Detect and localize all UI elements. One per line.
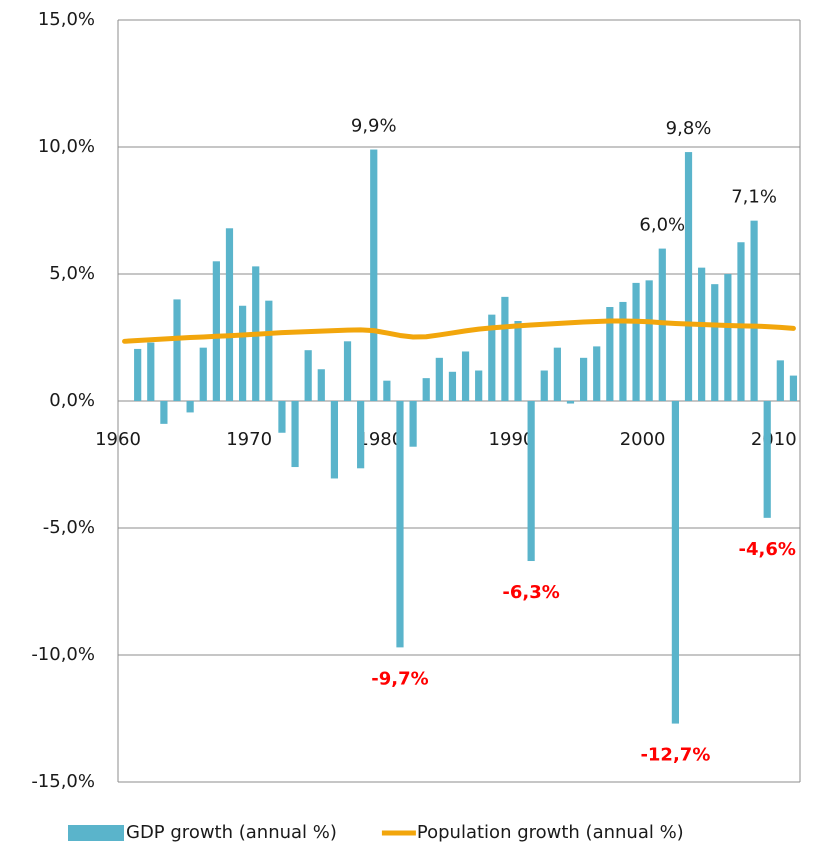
y-tick-label: 10,0% (38, 136, 95, 157)
bar (632, 282, 640, 401)
bar (291, 401, 299, 468)
bar (698, 267, 706, 401)
bar (422, 378, 430, 401)
bar (514, 320, 522, 401)
bar (606, 307, 614, 401)
bar (711, 284, 719, 401)
bar (265, 300, 273, 401)
data-label: -9,7% (371, 668, 428, 689)
bar (199, 347, 207, 401)
bar (409, 401, 417, 447)
bar (566, 401, 575, 404)
bar (724, 274, 732, 401)
bar (540, 370, 548, 401)
legend-label: GDP growth (annual %) (126, 822, 337, 843)
bar (238, 305, 247, 401)
bar (593, 346, 601, 401)
bar (330, 401, 339, 479)
data-label: 6,0% (639, 215, 685, 236)
x-tick-label: 2010 (751, 429, 797, 450)
data-label: -6,3% (502, 582, 559, 603)
bar (488, 314, 496, 401)
bar (343, 341, 352, 401)
bar (461, 351, 470, 401)
data-label: 7,1% (731, 187, 777, 208)
y-tick-label: 0,0% (49, 390, 95, 411)
bar (501, 296, 509, 401)
bar (225, 228, 234, 401)
bar (383, 380, 391, 401)
bar (186, 401, 194, 413)
data-label: -12,7% (640, 745, 710, 766)
y-tick-label: 15,0% (38, 9, 95, 30)
bar (763, 401, 771, 518)
x-tick-label: 1960 (95, 429, 141, 450)
bar (684, 152, 693, 401)
bar (212, 261, 220, 401)
bar (278, 401, 286, 433)
bar (553, 347, 561, 401)
bar (448, 371, 457, 401)
y-tick-label: -10,0% (31, 644, 95, 665)
legend-swatch (68, 825, 124, 841)
bar (750, 220, 758, 401)
bar (160, 401, 168, 424)
bar (527, 401, 535, 562)
bar (776, 360, 784, 401)
bar (645, 280, 653, 401)
bar (737, 242, 745, 401)
bar (671, 401, 680, 724)
bar (357, 401, 365, 469)
data-label: -4,6% (739, 539, 796, 560)
bar (579, 357, 588, 401)
y-tick-label: 5,0% (49, 263, 95, 284)
data-label: 9,9% (351, 116, 397, 137)
x-tick-label: 1990 (489, 429, 535, 450)
bar (370, 149, 378, 401)
bar (304, 350, 312, 401)
y-tick-label: -15,0% (31, 771, 95, 792)
x-tick-label: 2000 (620, 429, 666, 450)
bar (134, 348, 142, 401)
bar (147, 342, 155, 401)
bar (789, 375, 798, 401)
bar (435, 357, 443, 401)
bar (396, 401, 404, 648)
x-tick-label: 1980 (357, 429, 403, 450)
bar (475, 370, 483, 401)
legend-label: Population growth (annual %) (417, 822, 684, 843)
bar (173, 299, 181, 401)
bar (619, 301, 627, 401)
x-tick-label: 1970 (226, 429, 272, 450)
data-label: 9,8% (666, 118, 712, 139)
line (122, 318, 796, 344)
bar (317, 369, 325, 401)
y-tick-label: -5,0% (43, 517, 95, 538)
